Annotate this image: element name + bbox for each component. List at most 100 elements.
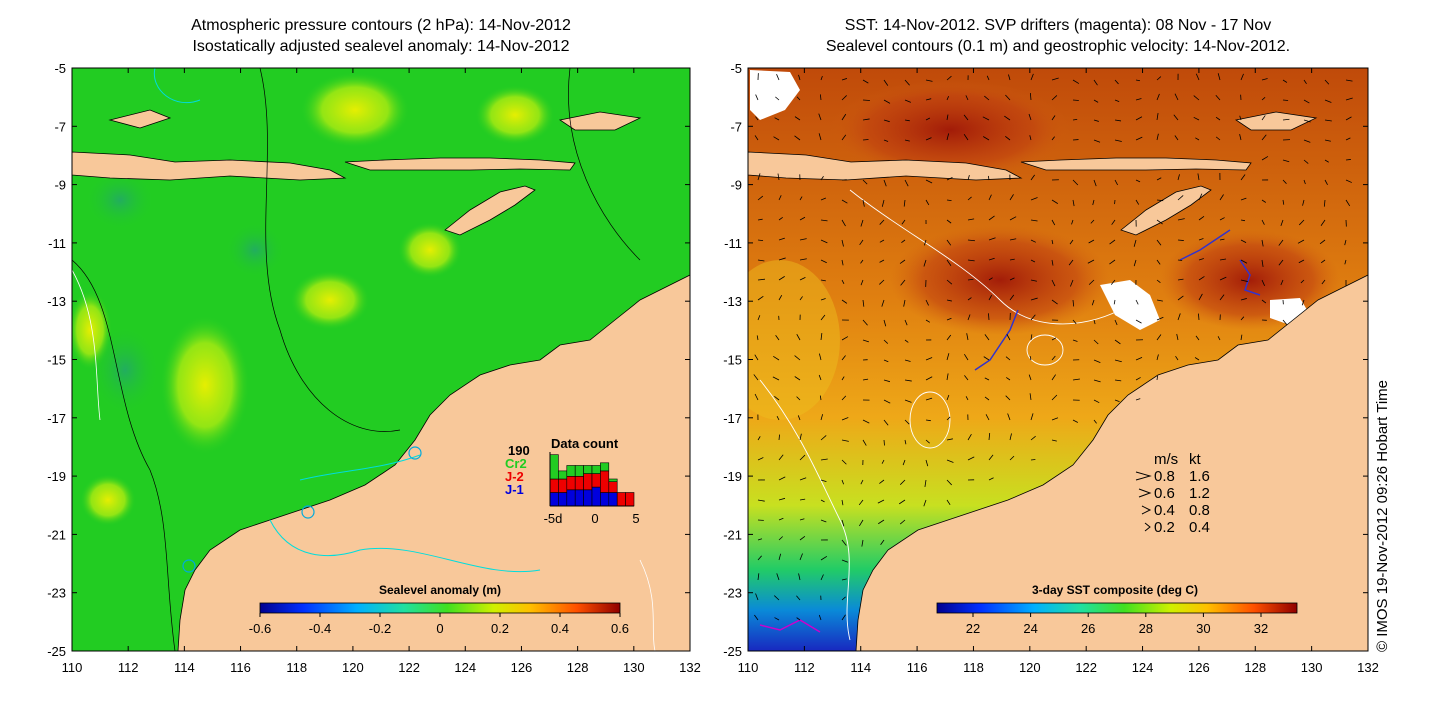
left-lon-tick-label: 122 xyxy=(398,660,420,675)
velocity-vector xyxy=(841,539,847,546)
velocity-vector xyxy=(820,176,824,181)
velocity-vector xyxy=(841,219,846,227)
velocity-vector xyxy=(799,454,806,461)
right-lat-tick-label: -25 xyxy=(723,644,742,659)
velocity-vector xyxy=(1302,199,1305,206)
velocity-vector xyxy=(1135,136,1143,141)
data-count-bar-j2 xyxy=(549,478,559,493)
data-count-tick: 0 xyxy=(591,511,598,526)
velocity-vector xyxy=(841,479,845,485)
data-count-bar-j2 xyxy=(625,492,635,507)
velocity-vector xyxy=(778,553,782,561)
velocity-vector xyxy=(925,79,933,82)
velocity-vector xyxy=(1282,179,1287,184)
velocity-vector xyxy=(1278,239,1284,246)
velocity-vector xyxy=(925,117,931,121)
velocity-vector xyxy=(1008,74,1011,81)
velocity-vector xyxy=(1219,294,1225,301)
velocity-vector xyxy=(1135,116,1143,121)
velocity-legend-arrow xyxy=(1141,505,1152,515)
velocity-vector xyxy=(858,499,864,506)
data-count-max: 190 xyxy=(508,443,530,458)
velocity-vector xyxy=(946,334,952,341)
velocity-vector xyxy=(967,456,975,461)
velocity-vector xyxy=(946,219,952,224)
right-lon-tick-label: 110 xyxy=(738,660,759,675)
velocity-vector xyxy=(778,294,783,301)
velocity-vector xyxy=(1051,77,1059,81)
velocity-vector xyxy=(1240,334,1243,341)
velocity-vector xyxy=(1051,439,1057,442)
right-lat-tick-label: -23 xyxy=(723,586,742,601)
left-lat-tick-label: -15 xyxy=(47,353,66,368)
data-count-title: Data count xyxy=(551,436,619,451)
velocity-vector xyxy=(1345,97,1353,101)
right-lat-tick-label: -11 xyxy=(724,236,742,251)
velocity-vector xyxy=(1219,258,1227,261)
velocity-vector xyxy=(879,279,885,285)
right-lon-tick-label: 114 xyxy=(850,660,871,675)
velocity-vector xyxy=(983,356,990,361)
velocity-vector xyxy=(946,114,949,121)
velocity-vector xyxy=(1239,134,1242,141)
velocity-vector xyxy=(904,339,909,343)
velocity-vector xyxy=(1009,294,1015,301)
velocity-vector xyxy=(1156,113,1159,121)
velocity-vector xyxy=(1005,94,1011,101)
velocity-vector xyxy=(946,239,952,246)
right-lat-tick-label: -15 xyxy=(723,353,742,368)
velocity-vector xyxy=(820,519,827,523)
velocity-vector xyxy=(841,596,846,601)
sst-warm-region xyxy=(890,225,1110,335)
velocity-vector xyxy=(776,416,780,421)
data-count-bar-j1 xyxy=(600,492,610,507)
velocity-vector xyxy=(841,614,846,621)
velocity-vector xyxy=(1114,339,1121,345)
velocity-vector xyxy=(1109,239,1116,245)
velocity-vector xyxy=(755,593,759,601)
velocity-vector xyxy=(757,573,760,581)
velocity-vector xyxy=(1135,299,1139,305)
velocity-vector xyxy=(1156,316,1164,321)
velocity-vector xyxy=(1133,239,1137,247)
velocity-vector xyxy=(776,74,780,81)
velocity-vector xyxy=(1280,219,1284,227)
velocity-vector xyxy=(1198,193,1203,201)
velocity-vector xyxy=(1051,95,1058,101)
velocity-vector xyxy=(799,536,806,541)
sealevel-contour xyxy=(849,189,1121,325)
velocity-vector xyxy=(1240,197,1247,201)
velocity-vector xyxy=(775,96,780,101)
anomaly-blob xyxy=(80,474,136,526)
velocity-legend-ms: 0.8 xyxy=(1154,468,1175,485)
velocity-vector xyxy=(820,239,828,244)
velocity-vector xyxy=(1093,339,1099,345)
velocity-vector xyxy=(988,215,995,221)
right-lon-tick-label: 128 xyxy=(1244,660,1266,675)
velocity-vector xyxy=(984,396,990,401)
velocity-vector xyxy=(946,499,951,506)
velocity-vector xyxy=(883,139,889,142)
velocity-vector xyxy=(1303,99,1310,104)
velocity-vector xyxy=(1072,419,1079,423)
velocity-vector xyxy=(1261,115,1266,121)
velocity-vector xyxy=(1156,299,1163,302)
cyan-contour xyxy=(269,519,541,573)
velocity-vector xyxy=(988,194,992,201)
left-title-line2: Isostatically adjusted sealevel anomaly:… xyxy=(192,38,570,55)
velocity-legend-arrow xyxy=(1135,471,1152,481)
velocity-vector xyxy=(1323,199,1326,207)
velocity-vector xyxy=(1030,297,1038,301)
velocity-vector xyxy=(901,239,906,243)
velocity-vector xyxy=(1029,92,1032,101)
velocity-vector xyxy=(1156,354,1159,361)
velocity-vector xyxy=(799,238,807,241)
data-count-bar-cr2 xyxy=(583,465,593,474)
data-count-bar-j2 xyxy=(566,475,576,491)
left-lat-tick-label: -17 xyxy=(47,411,66,426)
velocity-vector xyxy=(774,595,780,601)
velocity-vector xyxy=(860,259,864,264)
velocity-vector xyxy=(860,219,864,227)
right-colorbar-tick-label: 28 xyxy=(1139,621,1153,636)
